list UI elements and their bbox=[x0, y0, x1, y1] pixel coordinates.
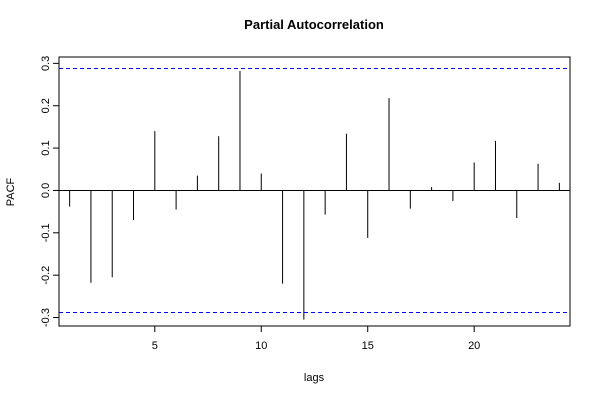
x-tick-label: 10 bbox=[255, 340, 267, 352]
y-tick-label: 0.2 bbox=[40, 98, 52, 113]
y-axis: -0.3 -0.2 -0.1 0.0 0.1 0.2 0.3 bbox=[40, 56, 59, 327]
y-tick-label: 0.1 bbox=[40, 140, 52, 155]
y-tick-label: -0.1 bbox=[40, 223, 52, 242]
y-tick-label: 0.0 bbox=[40, 183, 52, 198]
x-tick-label: 20 bbox=[468, 340, 480, 352]
y-tick-label: -0.3 bbox=[40, 308, 52, 327]
reference-lines bbox=[59, 67, 570, 313]
y-tick-label: -0.2 bbox=[40, 266, 52, 285]
pacf-bars bbox=[69, 70, 560, 320]
plot-frame bbox=[58, 56, 571, 327]
x-tick-label: 15 bbox=[362, 340, 374, 352]
y-axis-label: PACF bbox=[5, 177, 17, 206]
x-tick-label: 5 bbox=[152, 340, 158, 352]
x-axis-label: lags bbox=[304, 372, 325, 384]
x-axis: 5 10 15 20 bbox=[152, 326, 480, 352]
chart-title: Partial Autocorrelation bbox=[244, 17, 384, 32]
y-tick-label: 0.3 bbox=[40, 56, 52, 71]
